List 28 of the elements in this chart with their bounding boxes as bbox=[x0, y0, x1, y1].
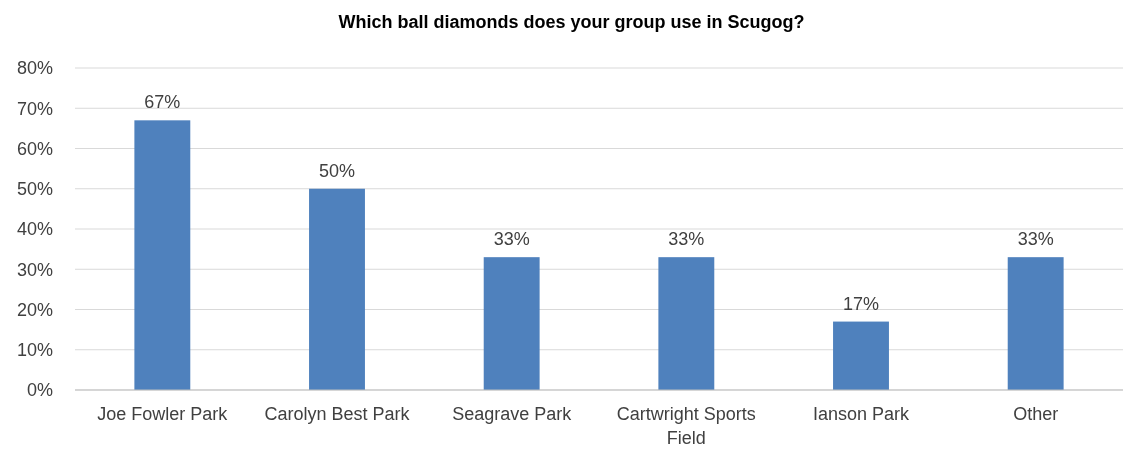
y-tick-label: 0% bbox=[26, 380, 53, 401]
data-label: 33% bbox=[668, 229, 705, 250]
y-tick-label: 20% bbox=[16, 299, 53, 320]
data-label: 67% bbox=[144, 92, 181, 113]
y-tick-label: 40% bbox=[16, 219, 53, 240]
chart-title: Which ball diamonds does your group use in Scugog? bbox=[338, 12, 805, 32]
bar bbox=[658, 257, 715, 390]
data-label: 33% bbox=[1017, 229, 1054, 250]
x-tick-label: Other bbox=[1013, 404, 1059, 424]
x-tick-label: Cartwright Sports Field bbox=[616, 404, 756, 448]
bar bbox=[134, 120, 191, 390]
data-label: 33% bbox=[493, 229, 530, 250]
x-tick-label: Carolyn Best Park bbox=[264, 404, 411, 424]
x-tick-label: Joe Fowler Park bbox=[97, 404, 229, 424]
data-label: 50% bbox=[318, 160, 356, 181]
bar bbox=[309, 188, 365, 390]
y-tick-label: 60% bbox=[16, 138, 53, 159]
y-tick-label: 10% bbox=[16, 340, 53, 361]
y-tick-label: 70% bbox=[16, 98, 53, 119]
data-label: 17% bbox=[842, 293, 880, 314]
bar bbox=[833, 321, 889, 390]
y-tick-label: 50% bbox=[16, 179, 53, 200]
y-tick-label: 80% bbox=[16, 58, 53, 79]
y-tick-label: 30% bbox=[16, 259, 53, 280]
bar bbox=[483, 257, 540, 390]
bar bbox=[1007, 257, 1064, 390]
x-tick-label: Seagrave Park bbox=[452, 404, 573, 424]
x-tick-label: Ianson Park bbox=[812, 404, 911, 424]
